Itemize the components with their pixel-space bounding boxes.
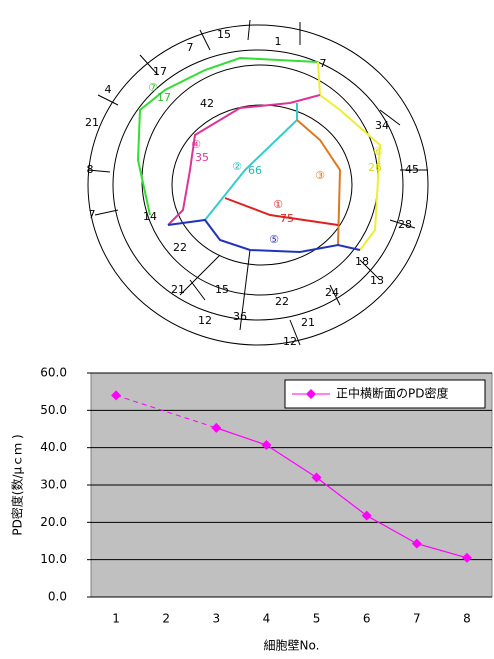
y-tick-label: 0.0 [48,590,67,604]
wall-label: 26 [368,161,382,174]
wall-label: ③ [315,169,325,182]
wall-label: 17 [153,65,167,78]
y-tick-label: 10.0 [40,552,67,566]
wall-label: ⑤ [269,233,279,246]
wall-label: ⑥ [373,145,383,158]
figure: 1517177421423484571428221813211524223621… [0,0,494,655]
wall-label: 42 [200,97,214,110]
wall-label: 21 [85,116,99,129]
wall-label: 21 [171,283,185,296]
wall-label: 4 [105,83,112,96]
wall-label: 15 [215,283,229,296]
x-tick-label: 3 [212,612,220,626]
x-axis-title: 細胞壁No. [264,638,320,653]
wall-label: 24 [325,286,339,299]
wall-label: 22 [173,241,187,254]
wall-label: 35 [195,151,209,164]
wall-label: 21 [301,316,315,329]
y-tick-label: 50.0 [40,403,67,417]
wall-label: 34 [375,119,389,132]
wall-label: 12 [198,314,212,327]
wall-label: 1 [275,35,282,48]
y-axis-title: PD密度(数/μｃｍ ) [10,434,25,535]
wall-label: 13 [370,274,384,287]
wall-label: 7 [89,208,96,221]
wall-label: 12 [283,335,297,348]
y-tick-label: 20.0 [40,515,67,529]
wall-label: ④ [191,138,201,151]
x-tick-label: 7 [413,612,421,626]
wall-label: 15 [217,28,231,41]
wall-label: 17 [157,91,171,104]
wall-label: 7 [320,57,327,70]
y-tick-label: 60.0 [40,366,67,380]
wall-label: 8 [87,163,94,176]
y-tick-label: 30.0 [40,478,67,492]
wall-label: 36 [233,310,247,323]
wall-label: ② [232,160,242,173]
x-tick-label: 5 [313,612,321,626]
wall-label: 75 [280,212,294,225]
wall-label: 7 [187,41,194,54]
x-tick-label: 8 [463,612,471,626]
wall-label: ① [273,198,283,211]
colored-walls [138,58,380,252]
wall-label: 45 [405,163,419,176]
x-tick-label: 2 [162,612,170,626]
x-tick-label: 4 [263,612,271,626]
x-tick-label: 6 [363,612,371,626]
wall-label: 18 [355,255,369,268]
wall-label: 66 [248,164,262,177]
wall-label: 14 [143,210,157,223]
wall-label: 22 [275,295,289,308]
x-tick-label: 1 [112,612,120,626]
wall-label: 28 [398,218,412,231]
legend-label: 正中横断面のPD密度 [336,386,448,401]
y-tick-label: 40.0 [40,440,67,454]
